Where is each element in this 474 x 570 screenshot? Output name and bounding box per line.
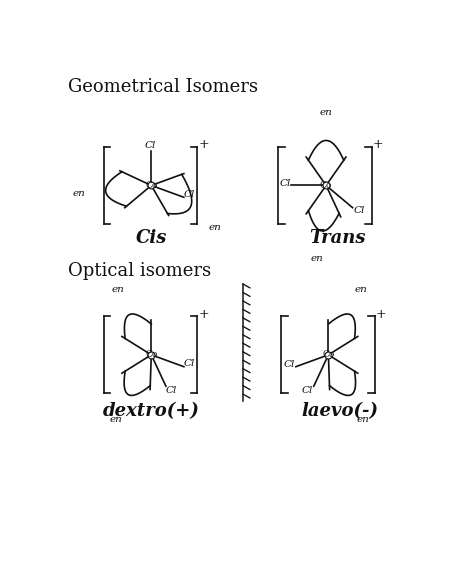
Text: Co: Co (322, 351, 335, 359)
Text: +: + (373, 138, 383, 151)
Text: en: en (112, 286, 125, 295)
Text: Cl: Cl (353, 206, 365, 215)
Text: Cl: Cl (145, 141, 156, 150)
Text: en: en (356, 416, 369, 425)
Text: Cl: Cl (280, 178, 291, 188)
Text: dextro(+): dextro(+) (103, 402, 200, 420)
Text: Co: Co (145, 351, 157, 359)
Text: laevo(-): laevo(-) (301, 402, 378, 420)
Text: Trans: Trans (310, 229, 366, 247)
Text: Cl: Cl (284, 360, 295, 369)
Text: Geometrical Isomers: Geometrical Isomers (68, 78, 258, 96)
Text: +: + (198, 308, 209, 320)
Text: en: en (72, 189, 85, 198)
Text: Cl: Cl (165, 385, 177, 394)
Text: en: en (355, 286, 368, 295)
Text: en: en (209, 223, 222, 232)
Text: Optical isomers: Optical isomers (68, 262, 211, 280)
Text: Co: Co (145, 181, 157, 190)
Text: en: en (319, 108, 332, 117)
Text: Cis: Cis (136, 229, 167, 247)
Text: Co: Co (320, 181, 332, 190)
Text: en: en (109, 416, 122, 425)
Text: en: en (311, 254, 324, 263)
Text: Cl: Cl (183, 359, 195, 368)
Text: +: + (198, 138, 209, 151)
Text: Cl: Cl (302, 385, 313, 394)
Text: +: + (375, 308, 386, 320)
Text: Cl: Cl (183, 190, 195, 200)
